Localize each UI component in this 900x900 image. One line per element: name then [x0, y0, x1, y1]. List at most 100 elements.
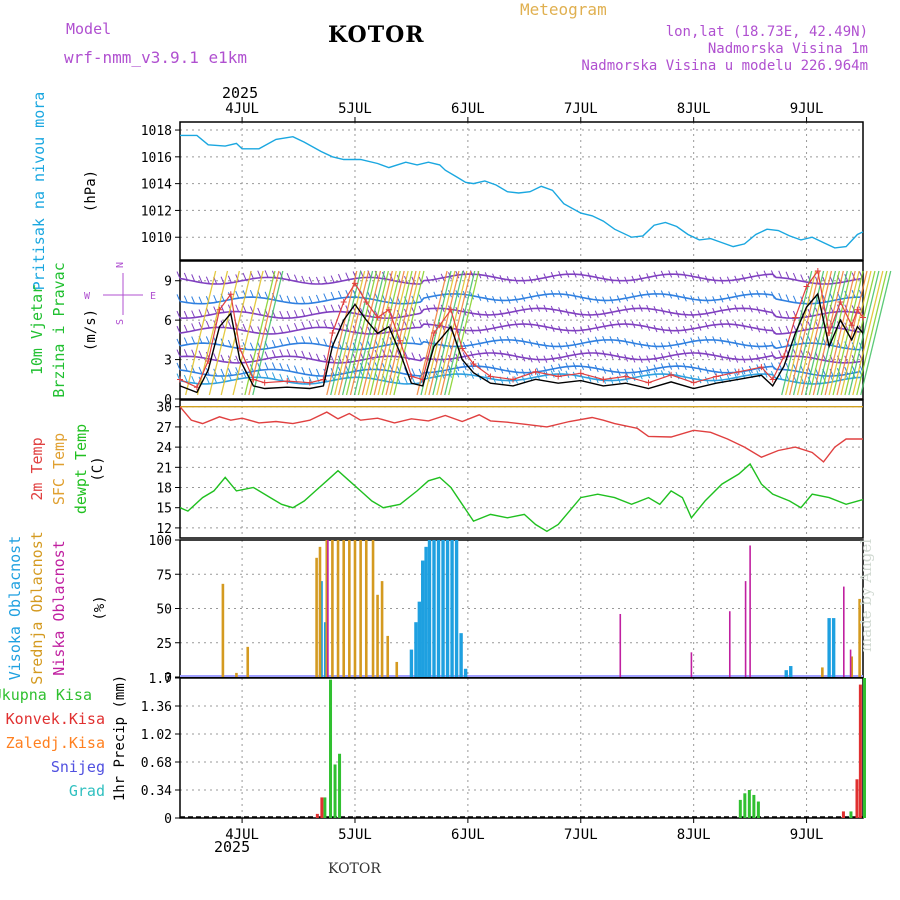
wind-barb: [293, 310, 298, 318]
wind-barb: [301, 321, 306, 329]
wind-barb: [638, 304, 643, 312]
wind-barb: [594, 323, 599, 332]
wind-barb: [514, 336, 519, 345]
wind-barb: [712, 296, 717, 304]
wind-barb: [323, 276, 328, 284]
wind-speed-band: [179, 373, 861, 385]
cloud-bar: [386, 635, 390, 677]
wind-barb: [631, 339, 636, 347]
wind-barb: [543, 366, 548, 374]
cloud-bar: [831, 618, 836, 677]
wind-barb: [191, 376, 196, 384]
wind-barb: [506, 351, 511, 359]
wind-barb: [770, 362, 775, 370]
cloud-bar: [221, 583, 225, 677]
wind-barb: [249, 342, 254, 350]
wind-hatch: [389, 270, 421, 396]
wind-barb: [293, 296, 298, 304]
wind-gust-marker: [447, 306, 454, 313]
wind-barb: [550, 324, 555, 333]
wind-barb: [205, 296, 210, 304]
cloud-bar: [463, 668, 468, 677]
top-day-label: 4JUL: [225, 101, 259, 117]
wind-barb: [572, 326, 577, 335]
wind-barb: [682, 310, 687, 319]
wind-gust-marker: [250, 376, 257, 383]
wind-barb: [558, 270, 563, 279]
wind-barb: [484, 325, 489, 333]
wind-gust-marker: [792, 314, 799, 321]
wind-barb: [176, 310, 181, 319]
wind-barb: [543, 371, 548, 379]
wind-barb: [653, 354, 658, 362]
wind-barb: [330, 321, 335, 329]
wind-barb: [191, 336, 196, 344]
wind-barb: [536, 372, 541, 380]
product-title: Meteogram: [520, 0, 607, 19]
wind-barb: [404, 376, 408, 385]
wind-gust-marker: [735, 368, 742, 375]
cloud-bar: [359, 540, 362, 677]
wind-barb: [748, 290, 753, 298]
wind-barb: [572, 292, 577, 300]
precip-bar: [315, 813, 319, 818]
wind-barb: [198, 275, 203, 283]
wind-barb: [653, 271, 658, 280]
wind-barb: [734, 292, 739, 300]
wind-barb: [323, 354, 328, 363]
y-tick-label: 27: [156, 421, 172, 436]
y-tick-label: 3: [164, 354, 172, 369]
cloud-bar: [749, 545, 751, 677]
y-tick-label: 30: [156, 401, 172, 416]
wind-gust-marker: [470, 361, 477, 368]
wind-barb: [470, 350, 474, 359]
wind-barb: [741, 355, 746, 364]
wind-barb: [477, 326, 482, 334]
pressure-frame: [179, 121, 864, 261]
wind-barb: [286, 337, 291, 345]
wind-barb: [543, 273, 548, 281]
wind-barb: [477, 310, 482, 319]
model-label: Model: [66, 20, 112, 38]
wind-barb: [543, 355, 548, 363]
wind-barb: [763, 326, 768, 334]
wind-barb: [697, 336, 702, 344]
wind-barb: [660, 270, 665, 279]
top-year-label: 2025: [222, 84, 259, 102]
wind-gust-marker: [758, 364, 765, 371]
clouds-panel: 0 25 50 75 100: [149, 534, 864, 686]
wind-barb: [770, 326, 775, 335]
wind-barb: [638, 367, 643, 375]
precip-frame: [179, 677, 864, 819]
precip-bar: [752, 794, 756, 818]
cloud-bar: [380, 581, 384, 677]
wind-barb: [242, 370, 247, 379]
top-day-label: 6JUL: [451, 101, 485, 117]
wind-barb: [668, 362, 673, 370]
top-day-label: 9JUL: [790, 101, 824, 117]
wind-barb: [293, 349, 298, 358]
wind-speed-band: [179, 352, 861, 364]
cloud-bar: [619, 613, 622, 677]
wind-barb: [264, 270, 269, 278]
cloud-bar: [432, 540, 436, 677]
wind-hatch: [248, 270, 280, 396]
y-tick-label: 50: [156, 603, 172, 618]
wind-unit: (m/s): [83, 309, 99, 351]
wind-barb: [660, 342, 665, 350]
wind-barb: [499, 309, 504, 318]
wind-barb: [315, 375, 320, 384]
wind-barb: [638, 274, 643, 282]
wind-barb: [198, 350, 203, 358]
wind-barb: [521, 337, 526, 346]
wind-barb: [536, 355, 541, 364]
wind-barb: [264, 351, 269, 359]
wind-barb: [668, 341, 673, 349]
wind-barb: [690, 310, 695, 319]
wind-barb: [668, 291, 673, 299]
wind-barb: [220, 374, 225, 383]
wind-barb: [528, 368, 533, 376]
wind-barb: [264, 362, 269, 370]
y-tick-label: 0: [164, 671, 172, 686]
wind-gust-line: [179, 269, 864, 389]
